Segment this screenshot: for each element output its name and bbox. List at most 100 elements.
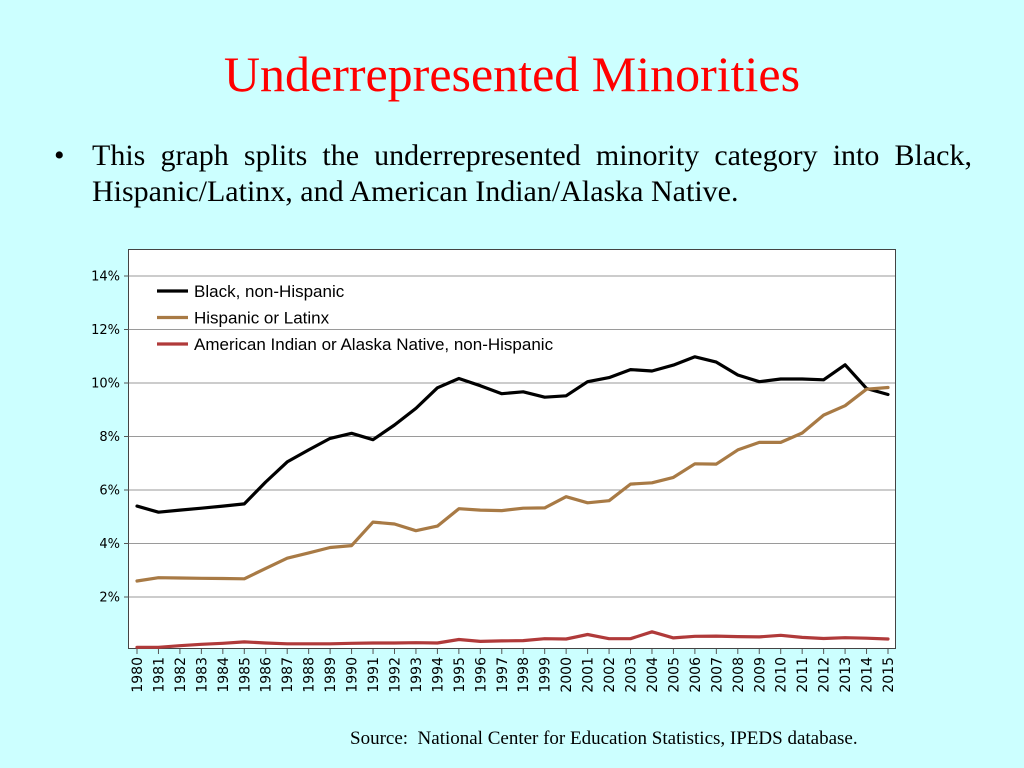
data-point xyxy=(157,576,160,579)
xtick-label: 2002 xyxy=(602,657,618,693)
data-point xyxy=(672,363,675,367)
data-point xyxy=(564,637,568,641)
xtick-label: 2003 xyxy=(624,657,640,693)
data-point xyxy=(350,642,353,645)
data-point xyxy=(328,642,332,646)
ytick-label: 2% xyxy=(99,591,120,606)
data-point xyxy=(500,509,503,512)
data-point xyxy=(178,644,182,647)
xtick-label: 1986 xyxy=(259,657,275,693)
data-point xyxy=(779,441,782,444)
data-point xyxy=(457,507,461,510)
xtick-label: 2006 xyxy=(688,657,704,693)
data-point xyxy=(586,380,589,383)
xtick-label: 2015 xyxy=(881,657,897,693)
data-point xyxy=(371,520,375,524)
data-point xyxy=(843,636,847,639)
xtick-label: 1990 xyxy=(345,657,361,693)
data-point xyxy=(414,641,418,644)
data-point xyxy=(522,390,525,394)
data-point xyxy=(264,480,267,484)
data-point xyxy=(414,407,418,410)
data-point xyxy=(350,544,353,547)
slide-title: Underrepresented Minorities xyxy=(223,46,801,102)
data-point xyxy=(736,635,739,638)
data-point xyxy=(393,522,396,526)
data-point xyxy=(157,646,160,649)
xtick-label: 2007 xyxy=(709,657,725,693)
data-point xyxy=(715,462,718,466)
data-point xyxy=(328,437,332,440)
data-point xyxy=(371,438,375,441)
data-point xyxy=(629,637,632,640)
xtick-label: 1983 xyxy=(194,657,210,693)
data-point xyxy=(543,395,546,399)
data-point xyxy=(693,635,697,638)
data-point xyxy=(886,393,890,396)
data-point xyxy=(200,506,203,510)
xtick-label: 1992 xyxy=(387,657,403,693)
data-point xyxy=(157,511,160,514)
data-point xyxy=(200,577,203,580)
data-point xyxy=(243,577,246,581)
data-point xyxy=(221,577,225,580)
ytick-label: 14% xyxy=(91,270,120,285)
xtick-label: 1996 xyxy=(473,657,489,693)
xtick-label: 2013 xyxy=(838,657,854,693)
data-point xyxy=(522,639,525,642)
data-point xyxy=(500,392,503,395)
data-point xyxy=(693,462,697,465)
data-point xyxy=(307,642,310,646)
xtick-label: 1991 xyxy=(366,657,382,693)
data-point xyxy=(221,504,225,508)
data-point xyxy=(479,508,482,512)
data-point xyxy=(479,384,482,387)
xtick-label: 2005 xyxy=(666,657,682,693)
legend-label: Hispanic or Latinx xyxy=(194,309,330,328)
data-point xyxy=(758,635,761,639)
data-point xyxy=(629,482,632,486)
data-point xyxy=(564,394,568,398)
data-point xyxy=(886,637,890,641)
xtick-label: 1987 xyxy=(280,657,296,693)
xtick-label: 1994 xyxy=(430,657,446,693)
data-point xyxy=(800,377,804,381)
data-point xyxy=(693,355,697,358)
data-point xyxy=(822,413,825,417)
data-point xyxy=(436,524,439,528)
xtick-label: 1995 xyxy=(452,657,468,693)
xtick-label: 1988 xyxy=(302,657,318,693)
legend-label: Black, non-Hispanic xyxy=(194,282,345,301)
series-lines xyxy=(135,355,890,649)
data-point xyxy=(457,638,461,641)
xtick-label: 2004 xyxy=(645,657,661,693)
xtick-label: 2014 xyxy=(860,657,876,693)
xtick-label: 1981 xyxy=(151,657,167,693)
data-point xyxy=(178,508,182,512)
data-point xyxy=(650,481,654,484)
data-point xyxy=(264,567,267,570)
data-point xyxy=(178,576,182,580)
data-point xyxy=(328,546,332,549)
data-point xyxy=(865,636,868,640)
data-point xyxy=(479,640,482,643)
data-point xyxy=(393,641,396,645)
data-point xyxy=(843,404,847,407)
data-point xyxy=(307,448,310,452)
data-point xyxy=(135,646,139,649)
data-point xyxy=(715,634,718,638)
series-line-0 xyxy=(135,355,890,514)
ytick-label: 10% xyxy=(91,377,120,392)
data-point xyxy=(286,557,289,560)
ytick-label: 12% xyxy=(91,323,120,338)
series-line-2 xyxy=(135,630,890,649)
data-point xyxy=(264,641,267,645)
xtick-label: 2001 xyxy=(581,657,597,693)
ytick-label: 8% xyxy=(99,430,120,445)
data-point xyxy=(200,643,203,646)
data-point xyxy=(800,636,804,639)
data-point xyxy=(629,368,632,371)
data-point xyxy=(500,639,503,643)
data-point xyxy=(650,630,654,633)
data-point xyxy=(586,633,589,636)
